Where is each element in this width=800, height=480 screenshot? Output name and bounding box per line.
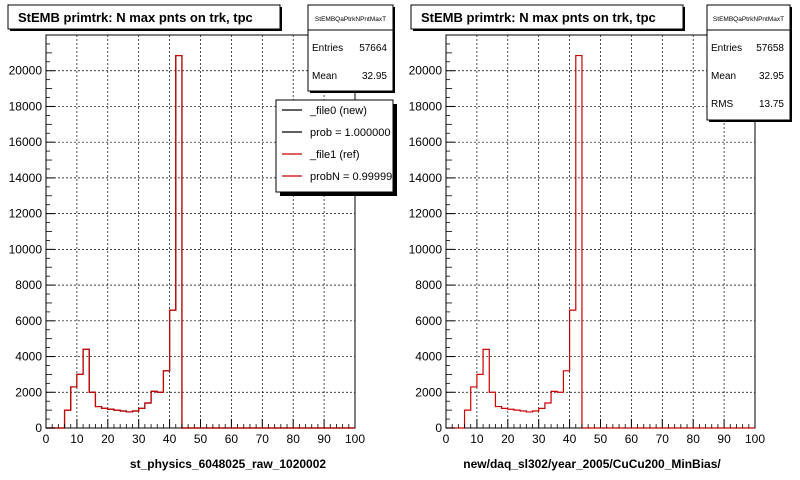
y-tick-label: 12000: [409, 207, 443, 221]
x-axis: 0 10 20 30 40 50 60 70 80 90 100: [43, 419, 365, 446]
grid: [446, 35, 755, 428]
y-tick-label: 0: [435, 421, 442, 435]
x-tick-label: 30: [132, 432, 146, 446]
x-tick-label: 20: [501, 432, 515, 446]
title-box: [7, 4, 281, 30]
stats-rms-label: RMS: [711, 99, 734, 110]
series-2-line: [46, 54, 355, 429]
y-tick-label: 10000: [409, 242, 443, 256]
x-tick-label: 10: [70, 432, 84, 446]
legend-entry-label: _file0 (new): [309, 105, 367, 117]
x-tick-label: 80: [687, 432, 701, 446]
y-tick-label: 14000: [9, 171, 43, 185]
y-tick-label: 0: [35, 421, 42, 435]
title-box: [410, 4, 684, 30]
stats-name: StEMBQaPtrkNPntMaxT: [713, 16, 784, 23]
x-tick-label: 0: [43, 432, 50, 446]
y-tick-label: 8000: [15, 278, 42, 292]
stats-mean-value: 32.95: [362, 71, 387, 82]
y-tick-label: 2000: [15, 385, 42, 399]
y-tick-label: 12000: [9, 207, 43, 221]
legend-entry-label: _file1 (ref): [309, 149, 360, 161]
x-tick-label: 90: [717, 432, 731, 446]
y-tick-label: 6000: [415, 314, 442, 328]
legend-entry-label: prob = 1.000000: [310, 127, 390, 139]
y-tick-label: 16000: [409, 135, 443, 149]
stats-box: [307, 4, 394, 92]
x-tick-label: 100: [345, 432, 365, 446]
y-tick-label: 4000: [15, 350, 42, 364]
y-axis: 0 2000 4000 6000 8000 10000 12000 14000 16000 180…: [9, 43, 55, 435]
x-tick-label: 0: [443, 432, 450, 446]
x-axis: 0 10 20 30 40 50 60 70 80 90 100: [443, 419, 765, 446]
x-tick-label: 50: [194, 432, 208, 446]
series-1-line: [446, 54, 755, 429]
y-tick-label: 20000: [9, 64, 43, 78]
x-tick-label: 20: [101, 432, 115, 446]
y-axis: 0 2000 4000 6000 8000 10000 12000 14000 16000 180…: [409, 43, 455, 435]
x-tick-label: 40: [163, 432, 177, 446]
x-axis-label: new/daq_sl302/year_2005/CuCu200_MinBias/: [463, 457, 721, 471]
x-tick-label: 80: [287, 432, 301, 446]
legend-entry-label: probN = 0.999990: [310, 171, 398, 183]
y-tick-label: 20000: [409, 64, 443, 78]
x-tick-label: 60: [625, 432, 639, 446]
y-tick-label: 10000: [9, 242, 43, 256]
y-tick-label: 2000: [415, 385, 442, 399]
stats-entries-value: 57664: [359, 43, 387, 54]
x-tick-label: 50: [594, 432, 608, 446]
stats-box: [706, 4, 791, 121]
stats-mean-value: 32.95: [759, 71, 784, 82]
x-tick-label: 10: [470, 432, 484, 446]
stats-rms-value: 13.75: [759, 99, 784, 110]
x-tick-label: 90: [317, 432, 331, 446]
y-tick-label: 18000: [409, 99, 443, 113]
y-tick-label: 14000: [409, 171, 443, 185]
stats-entries-value: 57658: [756, 43, 784, 54]
chart-title: StEMB primtrk: N max pnts on trk, tpc: [18, 10, 253, 25]
histogram-panel-1: 0 10 20 30 40 50 60 70 80 90 100 0 2000 4000 6000 8000 1…: [7, 4, 398, 471]
grid: [46, 35, 355, 428]
y-tick-label: 4000: [415, 350, 442, 364]
stats-name: StEMBQaPtrkNPntMaxT: [315, 16, 386, 23]
y-tick-label: 18000: [9, 99, 43, 113]
x-tick-label: 100: [745, 432, 765, 446]
x-axis-label: st_physics_6048025_raw_1020002: [130, 457, 326, 471]
stats-entries-label: Entries: [711, 43, 742, 54]
legend-box: [275, 99, 394, 193]
x-tick-label: 40: [563, 432, 577, 446]
x-tick-label: 70: [256, 432, 270, 446]
y-tick-label: 16000: [9, 135, 43, 149]
legend-entries: _file0 (new) prob = 1.000000 _file1 (ref) p…: [282, 105, 398, 183]
x-tick-label: 70: [656, 432, 670, 446]
legend: _file0 (new) prob = 1.000000 _file1 (ref) p…: [275, 99, 398, 196]
histogram-panel-2: 0 10 20 30 40 50 60 70 80 90 100 0 2000 4000 6000 8000 1…: [409, 4, 792, 471]
stats-mean-label: Mean: [312, 71, 337, 82]
chart-title: StEMB primtrk: N max pnts on trk, tpc: [421, 10, 656, 25]
x-tick-label: 60: [225, 432, 239, 446]
y-tick-label: 8000: [415, 278, 442, 292]
y-tick-label: 6000: [15, 314, 42, 328]
x-tick-label: 30: [532, 432, 546, 446]
stats-entries-label: Entries: [312, 43, 343, 54]
stats-mean-label: Mean: [711, 71, 736, 82]
